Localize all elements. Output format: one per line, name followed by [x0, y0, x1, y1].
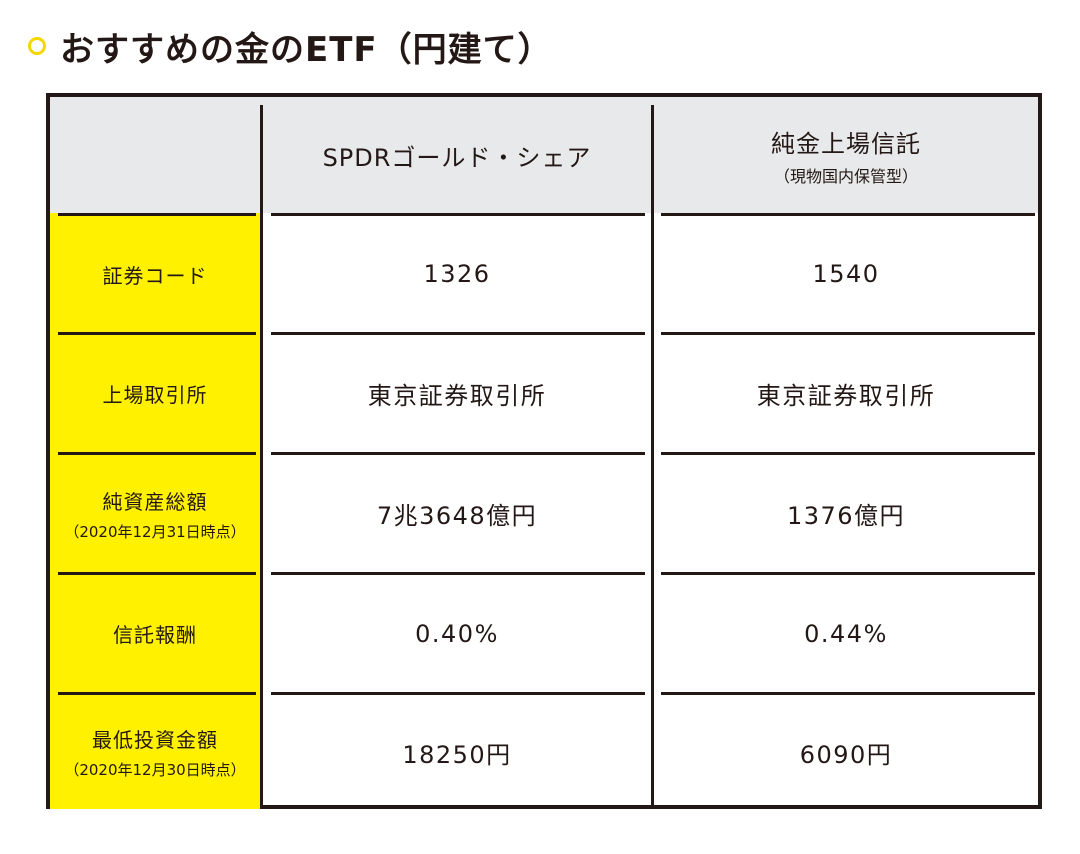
row-divider: [661, 572, 1035, 575]
table-cell: 18250円: [263, 695, 651, 809]
cell-value: 6090円: [799, 740, 893, 769]
row-divider: [661, 452, 1035, 455]
cell-value: 0.44%: [804, 619, 888, 648]
column-divider: [260, 105, 263, 807]
etf-comparison-table: SPDRゴールド・シェア 純金上場信託 （現物国内保管型） 証券コード 1326…: [46, 93, 1042, 809]
table-cell: 東京証券取引所: [654, 335, 1038, 452]
cell-value: 7兆3648億円: [376, 502, 538, 530]
table-cell: 7兆3648億円: [263, 455, 651, 572]
row-label-min-investment: 最低投資金額 （2020年12月30日時点）: [50, 695, 260, 809]
bullet-circle-icon: [28, 37, 46, 55]
row-label-net-assets: 純資産総額 （2020年12月31日時点）: [50, 455, 260, 572]
column-header-label: 純金上場信託: [771, 129, 921, 158]
row-divider: [271, 572, 645, 575]
table-cell: 0.40%: [263, 575, 651, 692]
row-label-subtext: （2020年12月31日時点）: [64, 522, 246, 541]
row-label-text: 上場取引所: [102, 383, 208, 407]
table-cell: 0.44%: [654, 575, 1038, 692]
row-divider: [58, 572, 256, 575]
row-divider: [58, 213, 256, 216]
row-label-text: 最低投資金額: [92, 728, 218, 752]
column-header-spdr: SPDRゴールド・シェア: [263, 97, 651, 213]
table-cell: 東京証券取引所: [263, 335, 651, 452]
column-header-sublabel: （現物国内保管型）: [773, 166, 918, 186]
row-label-text: 純資産総額: [102, 489, 208, 514]
cell-value: 東京証券取引所: [756, 382, 936, 410]
page-heading: おすすめの金のETF（円建て）: [28, 22, 553, 70]
row-divider: [271, 213, 645, 216]
cell-value: 1326: [423, 260, 491, 288]
label-column-background: [50, 213, 260, 809]
page-title: おすすめの金のETF（円建て）: [60, 29, 553, 70]
row-divider: [271, 692, 645, 695]
row-divider: [58, 332, 256, 335]
row-divider: [661, 213, 1035, 216]
row-divider: [58, 452, 256, 455]
table-cell: 6090円: [654, 695, 1038, 809]
column-header-label: SPDRゴールド・シェア: [322, 143, 592, 172]
cell-value: 18250円: [402, 740, 512, 769]
cell-value: 1540: [812, 260, 880, 288]
row-label-text: 信託報酬: [113, 623, 197, 647]
row-label-trust-fee: 信託報酬: [50, 575, 260, 692]
cell-value: 東京証券取引所: [367, 382, 547, 410]
row-divider: [58, 692, 256, 695]
cell-value: 1376億円: [786, 502, 906, 530]
row-divider: [661, 692, 1035, 695]
row-label-exchange: 上場取引所: [50, 335, 260, 452]
row-divider: [271, 452, 645, 455]
row-divider: [661, 332, 1035, 335]
row-label-security-code: 証券コード: [50, 216, 260, 332]
row-divider: [271, 332, 645, 335]
cell-value: 0.40%: [415, 619, 499, 648]
header-row-background: [50, 97, 1038, 213]
column-divider: [651, 105, 654, 807]
column-header-junkin: 純金上場信託 （現物国内保管型）: [654, 97, 1038, 213]
table-cell: 1540: [654, 216, 1038, 332]
row-label-subtext: （2020年12月30日時点）: [64, 761, 246, 779]
row-label-text: 証券コード: [102, 263, 208, 288]
table-cell: 1376億円: [654, 455, 1038, 572]
table-cell: 1326: [263, 216, 651, 332]
